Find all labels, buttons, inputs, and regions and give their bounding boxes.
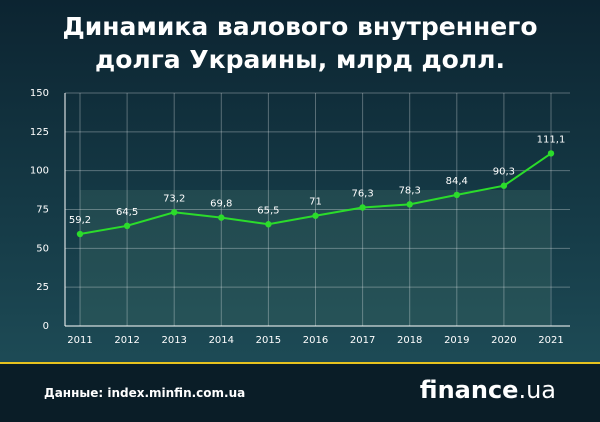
- chart: 0 25 50 75 100 125 150 2011 2012 2013 2014 2015 2016…: [30, 88, 566, 346]
- logo-suffix: .ua: [518, 376, 556, 404]
- point: [265, 221, 272, 228]
- x-tick-label: 2017: [350, 335, 375, 346]
- value-label: 69,8: [210, 199, 232, 210]
- x-tick-label: 2018: [397, 335, 422, 346]
- value-label: 65,5: [257, 205, 279, 216]
- point: [453, 191, 460, 199]
- point: [359, 204, 366, 211]
- point: [312, 212, 319, 219]
- point: [123, 222, 131, 230]
- y-tick-label: 125: [30, 127, 49, 138]
- y-tick-label: 50: [36, 243, 49, 254]
- value-label: 84,4: [446, 176, 468, 187]
- x-tick-label: 2020: [491, 335, 516, 346]
- x-tick-label: 2015: [256, 335, 281, 346]
- value-label: 73,2: [163, 193, 185, 204]
- value-label: 76,3: [351, 188, 373, 199]
- logo: finance.ua: [420, 376, 556, 404]
- value-label: 64,5: [116, 207, 138, 218]
- point: [76, 230, 84, 238]
- y-tick-label: 25: [36, 282, 49, 293]
- y-tick-label: 150: [30, 88, 49, 99]
- logo-text: finance: [419, 376, 519, 404]
- x-tick-label: 2016: [303, 335, 328, 346]
- footer: Данные: index.minfin.com.ua finance.ua: [0, 362, 600, 422]
- value-label: 111,1: [537, 134, 566, 145]
- x-tick-label: 2012: [114, 335, 139, 346]
- x-tick-label: 2013: [161, 335, 186, 346]
- value-label: 71: [309, 197, 322, 208]
- x-tick-label: 2021: [538, 335, 563, 346]
- y-tick-label: 75: [36, 205, 49, 216]
- x-tick-label: 2011: [67, 335, 92, 346]
- source: Данные: index.minfin.com.ua: [44, 386, 246, 400]
- chart-title: Динамика валового внутреннего долга Укра…: [62, 12, 538, 74]
- y-tick-label: 0: [43, 321, 49, 332]
- x-tick-label: 2014: [209, 335, 234, 346]
- value-label: 90,3: [493, 167, 515, 178]
- point: [547, 150, 555, 157]
- point: [406, 201, 413, 208]
- x-tick-label: 2019: [444, 335, 469, 346]
- point: [500, 182, 508, 189]
- point: [218, 214, 225, 221]
- point: [171, 209, 178, 216]
- value-label: 78,3: [399, 185, 421, 196]
- y-tick-label: 100: [30, 166, 49, 177]
- value-label: 59,2: [69, 215, 91, 226]
